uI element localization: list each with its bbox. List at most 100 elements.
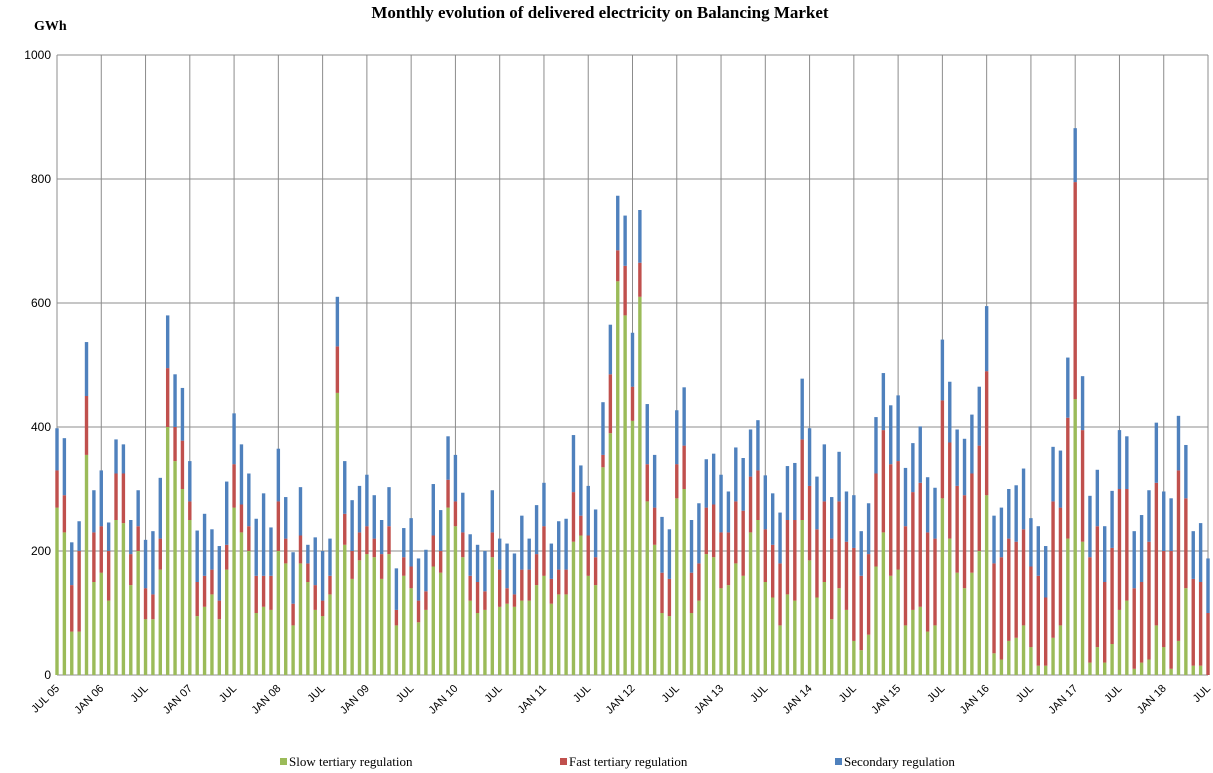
bar-segment	[822, 582, 827, 675]
bar-segment	[586, 485, 590, 536]
bar-segment	[1154, 625, 1159, 675]
bar-segment	[719, 532, 723, 589]
bar-segment	[896, 461, 900, 570]
bar-segment	[1007, 640, 1011, 675]
bar-segment	[571, 435, 576, 493]
bar-segment	[387, 526, 391, 555]
bar-segment	[903, 625, 908, 675]
bar-segment	[933, 625, 937, 675]
x-tick-label: JUL	[571, 683, 593, 705]
bar-segment	[948, 442, 952, 539]
x-tick-label: JAN 08	[249, 683, 283, 717]
bar-segment	[158, 477, 162, 539]
bar-segment	[335, 296, 340, 347]
bar-segment	[638, 296, 642, 675]
bar-segment	[660, 613, 664, 675]
bar-segment	[527, 600, 531, 675]
legend-swatch	[280, 758, 287, 765]
x-tick-label: JAN 13	[692, 683, 726, 717]
bar-segment	[121, 444, 126, 474]
bar-segment	[136, 490, 140, 527]
bar-segment	[424, 591, 428, 610]
bar-segment	[165, 368, 170, 427]
bar-segment	[55, 507, 59, 675]
bar-segment	[173, 427, 177, 462]
bar-segment	[1073, 128, 1077, 183]
x-tick-label: JUL	[925, 683, 947, 705]
bar-segment	[1058, 450, 1063, 508]
bar-segment	[800, 378, 804, 440]
bar-segment	[903, 467, 908, 527]
bar-segment	[505, 543, 509, 589]
legend-label: Fast tertiary regulation	[569, 754, 688, 769]
bar-segment	[276, 551, 281, 675]
bar-segment	[756, 420, 760, 471]
bar-segment	[896, 395, 900, 462]
bar-segment	[881, 532, 886, 675]
bar-segment	[247, 551, 251, 675]
bar-segment	[756, 520, 760, 675]
bar-segment	[365, 474, 369, 527]
bar-segment	[844, 541, 849, 610]
bar-segment	[837, 451, 841, 502]
bar-segment	[143, 619, 148, 675]
bar-segment	[512, 553, 517, 595]
bar-segment	[320, 551, 325, 601]
bar-segment	[254, 613, 258, 675]
bar-segment	[1125, 436, 1129, 489]
bar-segment	[667, 578, 672, 617]
bar-segment	[1066, 417, 1070, 539]
bar-segment	[490, 557, 495, 675]
bar-segment	[70, 631, 74, 675]
bar-segment	[830, 538, 834, 620]
bar-segment	[719, 588, 723, 675]
x-tick-label: JAN 15	[869, 683, 903, 717]
bar-segment	[807, 428, 812, 486]
bar-segment	[1117, 609, 1122, 675]
bar-segment	[667, 616, 672, 675]
x-tick-label: JUL	[837, 683, 859, 705]
bar-segment	[1014, 637, 1018, 675]
bar-segment	[136, 526, 140, 551]
bar-segment	[601, 402, 605, 455]
x-tick-label: JAN 14	[781, 683, 815, 717]
bar-segment	[1021, 625, 1026, 675]
bar-segment	[224, 481, 229, 545]
bar-segment	[431, 535, 435, 567]
bar-segment	[1029, 518, 1033, 567]
bar-segment	[1132, 588, 1136, 669]
bar-segment	[121, 473, 126, 524]
bar-segment	[483, 591, 487, 610]
bar-segment	[210, 594, 214, 675]
x-tick-label: JAN 18	[1135, 683, 1169, 717]
bar-segment	[748, 476, 753, 533]
bar-segment	[121, 523, 126, 675]
bar-segment	[438, 572, 443, 675]
y-tick-label: 0	[44, 668, 51, 682]
bar-segment	[1080, 541, 1085, 675]
bar-segment	[239, 504, 244, 533]
bar-segment	[55, 470, 59, 508]
bar-segment	[298, 487, 303, 536]
bar-segment	[704, 507, 708, 555]
bar-segment	[165, 315, 170, 369]
bar-segment	[106, 551, 111, 601]
bar-segment	[889, 575, 893, 675]
bar-segment	[571, 492, 576, 542]
bar-segment	[512, 594, 517, 607]
bar-segment	[881, 373, 886, 431]
bar-segment	[852, 547, 856, 641]
bar-segment	[269, 609, 273, 675]
bar-segment	[711, 504, 716, 558]
bar-segment	[195, 582, 199, 617]
bar-segment	[106, 600, 111, 675]
bar-segment	[1162, 647, 1166, 675]
bar-segment	[1206, 613, 1210, 675]
bar-segment	[542, 575, 546, 675]
bar-segment	[734, 501, 738, 564]
bar-segment	[1058, 625, 1063, 675]
bar-segment	[785, 466, 790, 520]
bar-segment	[999, 507, 1004, 558]
bar-segment	[1058, 507, 1063, 626]
x-tick-label: JUL	[128, 683, 150, 705]
